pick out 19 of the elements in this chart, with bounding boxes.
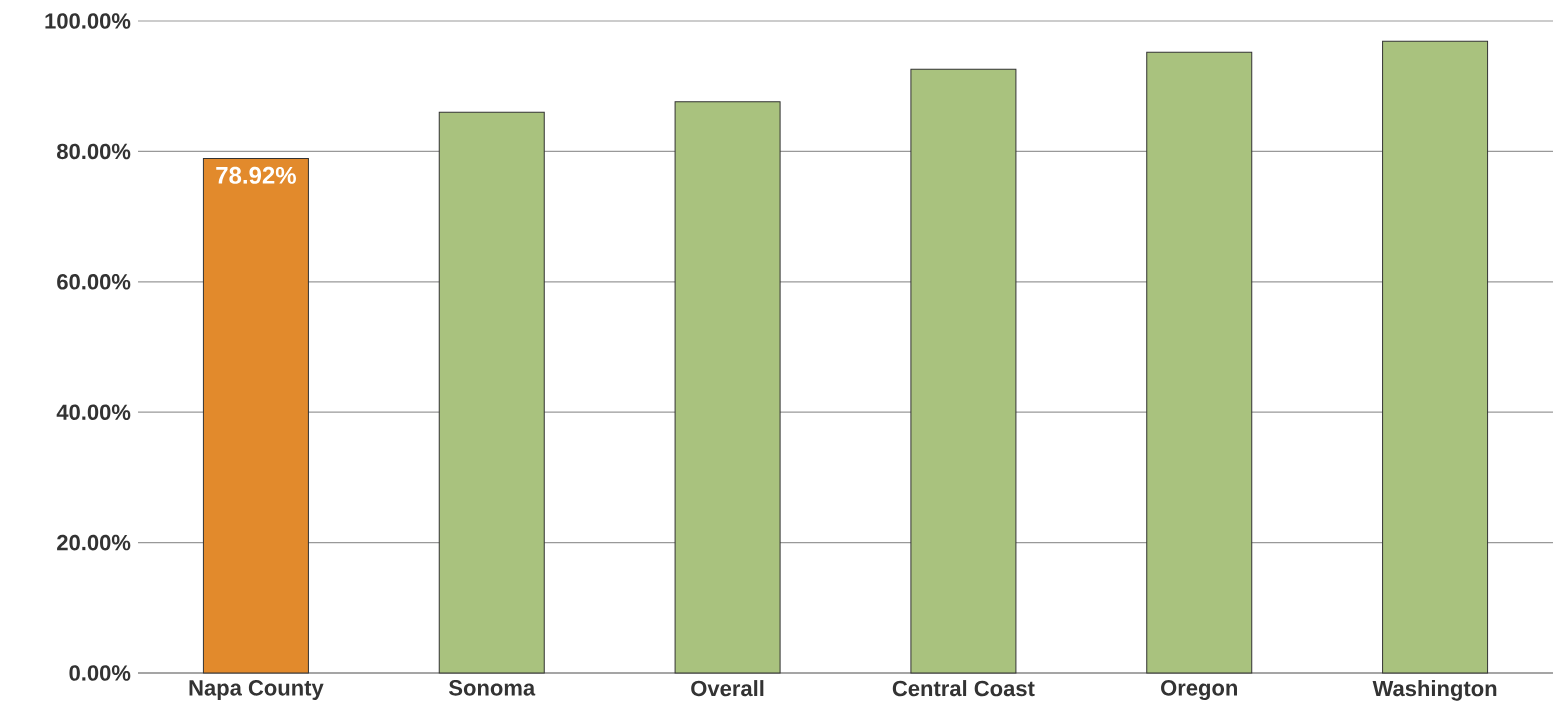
data-label: 78.92% (216, 166, 296, 184)
y-tick-label: 60.00% (57, 274, 131, 290)
bar (910, 68, 1017, 674)
x-tick-label: Washington (1372, 680, 1497, 701)
y-tick-label: 80.00% (57, 143, 131, 160)
x-tick-label: Central Coast (892, 680, 1035, 697)
bar (674, 101, 781, 674)
x-tick-label: Sonoma (448, 680, 536, 696)
x-tick-label: Overall (691, 680, 764, 697)
x-tick-label: Oregon (1161, 680, 1237, 701)
bar (202, 157, 309, 674)
bar (438, 111, 545, 674)
y-tick-label: 40.00% (56, 404, 131, 420)
y-tick-label: 100.00% (45, 13, 131, 29)
bar (1146, 51, 1253, 674)
y-tick-label: 0.00% (69, 665, 131, 681)
y-tick-label: 20.00% (57, 534, 131, 551)
bar (1382, 40, 1489, 674)
x-tick-label: Napa County (189, 680, 324, 700)
